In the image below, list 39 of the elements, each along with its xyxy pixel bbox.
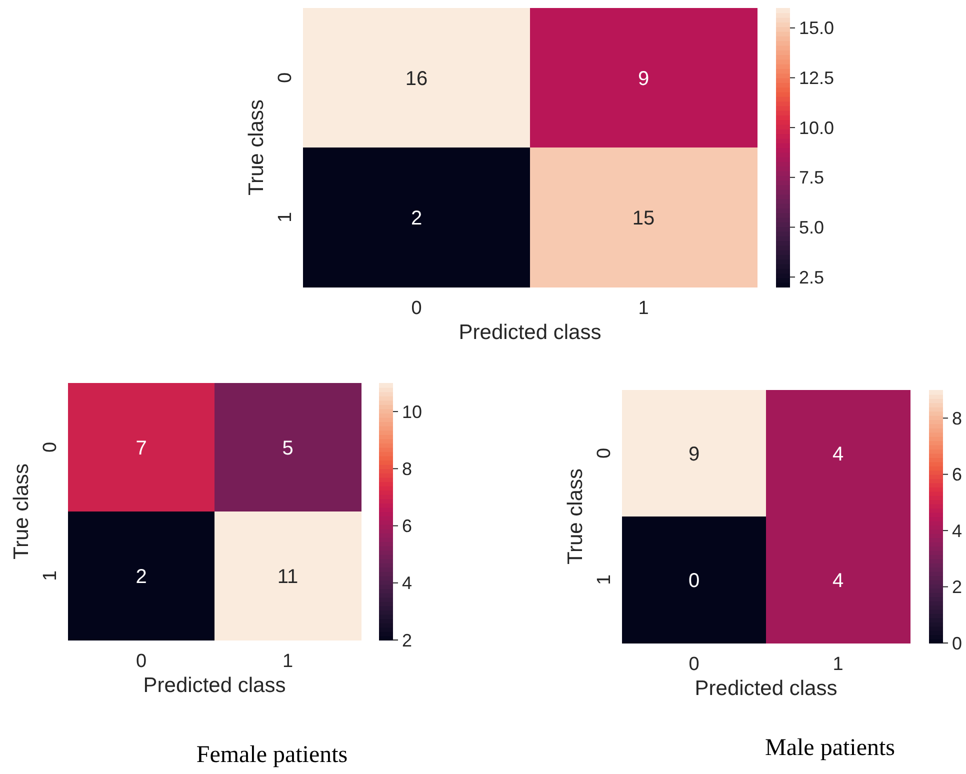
color-bar-label: 12.5 [799, 68, 834, 88]
color-bar-label: 6 [402, 516, 412, 536]
data-label: 9 [638, 68, 650, 90]
color-bar-label: 10.0 [799, 118, 834, 138]
color-bar-label: 2 [402, 630, 412, 650]
text: Female patients [196, 742, 348, 768]
x-axis-title: Predicted class [694, 677, 838, 700]
y-axis-title: True class [564, 468, 587, 565]
data-label: 15 [632, 207, 655, 230]
color-bar-label: 2.5 [799, 267, 824, 288]
color-bar-label: 7.5 [799, 168, 824, 188]
color-bar-label: 2 [952, 577, 962, 598]
color-bar-label: 4 [402, 573, 412, 594]
color-bar-label: 15.0 [799, 18, 834, 38]
text: Male patients [765, 735, 895, 761]
color-bar-label: 0 [952, 633, 962, 654]
data-label: 16 [405, 68, 428, 90]
data-label: 2 [410, 207, 422, 230]
y-axis-title: True class [245, 99, 268, 196]
color-bar-label: 6 [952, 464, 962, 485]
color-bar-label: 8 [402, 458, 412, 479]
x-tick-label: 0 [688, 654, 700, 675]
data-label: 0 [688, 570, 700, 592]
y-axis-title: True class [10, 463, 33, 560]
data-label: 2 [136, 566, 147, 588]
data-label: 4 [832, 443, 844, 466]
x-tick-label: 1 [832, 654, 844, 675]
data-label: 5 [282, 437, 294, 460]
x-tick-label: 0 [136, 651, 147, 672]
x-axis-title: Predicted class [458, 321, 602, 344]
data-label: 11 [277, 566, 298, 588]
color-bar-label: 8 [952, 408, 962, 428]
color-bar-label: 5.0 [799, 218, 824, 238]
data-label: 9 [688, 443, 700, 466]
x-axis-title: Predicted class [143, 674, 286, 697]
color-bar-label: 10 [402, 402, 422, 422]
data-label: 4 [832, 570, 844, 592]
color-bar-label: 4 [952, 520, 962, 541]
data-label: 7 [136, 437, 147, 460]
